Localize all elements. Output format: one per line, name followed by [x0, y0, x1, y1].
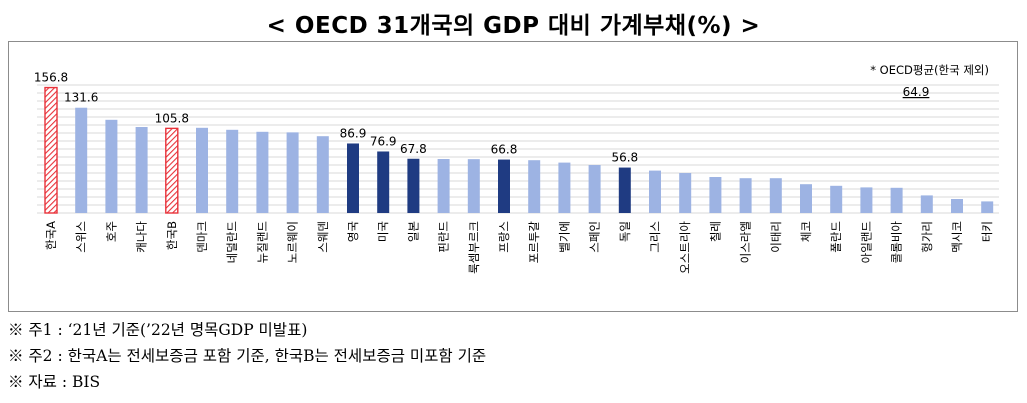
- bar-21: [679, 173, 692, 213]
- x-tick-label: 뉴질랜드: [255, 221, 269, 263]
- data-label: 76.9: [370, 134, 397, 148]
- bar-10: [347, 143, 359, 213]
- x-tick-label: 아일랜드: [859, 221, 873, 263]
- x-tick-label: 이스라엘: [739, 221, 753, 263]
- bar-23: [739, 178, 752, 213]
- bar-28: [890, 187, 903, 213]
- x-tick-label: 포르투갈: [527, 221, 541, 264]
- x-tick-label: 캐나다: [135, 221, 149, 253]
- data-label: 156.8: [34, 71, 68, 85]
- bar-31: [981, 201, 994, 213]
- x-tick-label: 핀란드: [437, 221, 451, 253]
- bar-4: [165, 127, 179, 214]
- data-label: 56.8: [611, 151, 638, 165]
- bar-17: [558, 162, 571, 213]
- data-label: 86.9: [340, 126, 367, 140]
- x-tick-label: 그리스: [648, 221, 662, 253]
- chart-frame: 156.8 131.6 105.8 86.9 76.9 67.8 66.8 56.8 한국A 스…: [8, 41, 1018, 312]
- bar-13: [437, 159, 450, 213]
- bar-14: [467, 159, 480, 213]
- bar-15: [498, 159, 510, 213]
- x-tick-label: 터키: [980, 221, 994, 242]
- average-note: * OECD평균(한국 제외): [870, 63, 989, 77]
- x-tick-label: 프랑스: [497, 221, 511, 253]
- x-tick-label: 호주: [104, 221, 118, 242]
- bar-24: [769, 178, 782, 213]
- x-tick-label: 이태리: [769, 221, 783, 253]
- x-tick-label: 룩셈부르크: [467, 221, 481, 274]
- bar-7: [256, 131, 269, 213]
- bar-2: [105, 119, 118, 213]
- x-tick-labels: 한국A 스위스 호주 캐나다 한국B 덴마크 네덜란드 뉴질랜드 노르웨이 스웨덴 영국 미국 일본 핀란…: [44, 221, 994, 274]
- note-source: ※ 자료 : BIS: [8, 373, 101, 391]
- x-tick-label: 콜롬비아: [890, 221, 904, 264]
- x-tick-label: 멕시코: [950, 221, 964, 253]
- bar-22: [709, 177, 722, 213]
- bar-1: [75, 107, 88, 213]
- bar-8: [286, 132, 299, 213]
- note-2: ※ 주2 : 한국A는 전세보증금 포함 기준, 한국B는 전세보증금 미포함 …: [8, 347, 487, 365]
- data-label: 105.8: [155, 111, 189, 125]
- x-tick-label: 노르웨이: [286, 221, 300, 263]
- bar-6: [226, 129, 239, 213]
- bar-19: [618, 167, 631, 213]
- bar-0: [44, 86, 58, 214]
- x-tick-label: 폴란드: [829, 221, 843, 253]
- bar-20: [649, 170, 661, 213]
- x-tick-label: 한국A: [44, 221, 58, 250]
- average-value: 64.9: [903, 85, 930, 99]
- bar-18: [588, 165, 601, 213]
- x-tick-label: 벨기에: [557, 221, 571, 253]
- x-tick-label: 스웨덴: [316, 221, 330, 253]
- bar-11: [377, 151, 390, 213]
- x-tick-label: 일본: [406, 221, 420, 242]
- x-tick-label: 미국: [376, 221, 390, 242]
- bar-5: [196, 127, 208, 213]
- bar-26: [830, 185, 843, 213]
- bar-chart: 156.8 131.6 105.8 86.976.967.8 66.8 56.8 한국A 스…: [34, 63, 999, 274]
- x-tick-label: 덴마크: [195, 221, 209, 253]
- x-tick-label: 체코: [799, 221, 813, 242]
- data-labels: 156.8 131.6 105.8 86.976.967.8 66.8 56.8: [34, 71, 638, 165]
- x-tick-label: 영국: [346, 221, 360, 242]
- note-1: ※ 주1 : ‘21년 기준(’22년 명목GDP 미발표): [8, 321, 308, 339]
- x-tick-label: 독일: [618, 221, 632, 242]
- data-label: 66.8: [491, 143, 518, 157]
- x-tick-label: 네덜란드: [225, 221, 239, 263]
- bar-30: [951, 199, 963, 213]
- bar-16: [528, 160, 541, 213]
- x-tick-label: 오스트리아: [678, 221, 692, 274]
- bar-27: [860, 187, 873, 213]
- x-tick-label: 칠레: [708, 221, 722, 242]
- bar-25: [800, 184, 812, 213]
- bars: [44, 86, 994, 214]
- chart-title: < OECD 31개국의 GDP 대비 가계부채(%) >: [266, 13, 761, 39]
- x-tick-label: 스위스: [74, 221, 88, 253]
- bar-3: [135, 127, 148, 213]
- data-label: 67.8: [400, 142, 427, 156]
- data-label: 131.6: [64, 91, 98, 105]
- bar-12: [407, 158, 420, 213]
- x-tick-label: 스페인: [588, 221, 602, 253]
- x-tick-label: 헝가리: [920, 221, 934, 253]
- gridlines: [37, 84, 999, 214]
- x-tick-label: 한국B: [165, 221, 179, 250]
- bar-9: [316, 136, 329, 213]
- bar-29: [920, 195, 933, 213]
